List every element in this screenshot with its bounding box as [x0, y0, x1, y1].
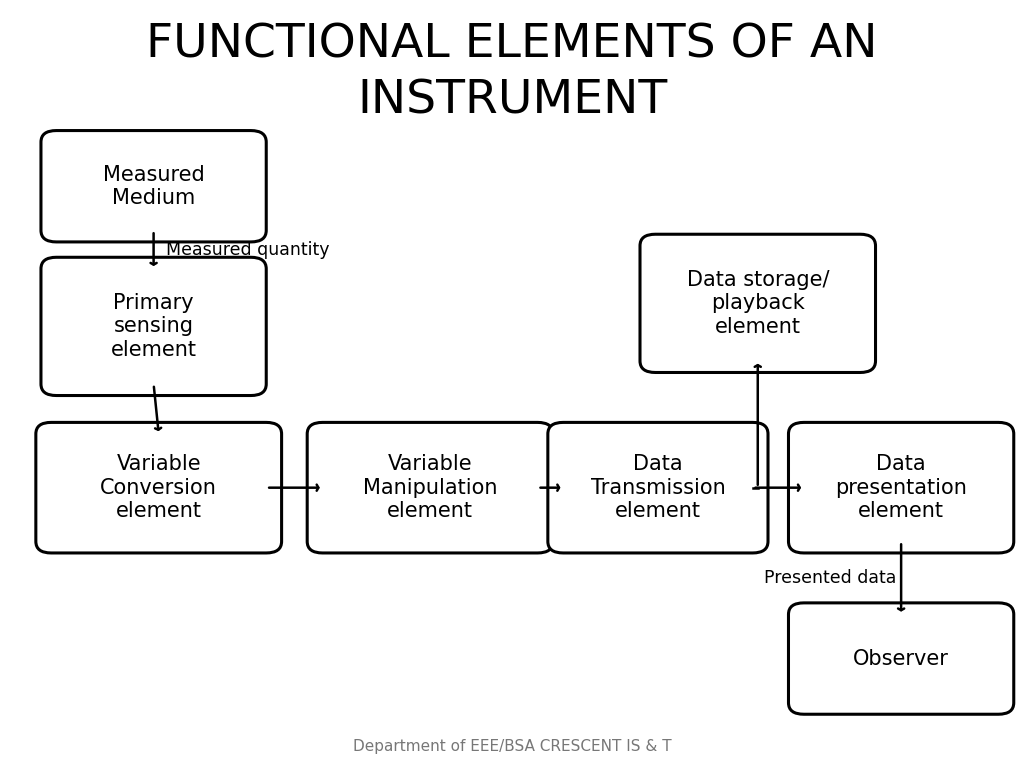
- Text: Data
Transmission
element: Data Transmission element: [591, 455, 725, 521]
- Text: Measured
Medium: Measured Medium: [102, 164, 205, 208]
- FancyBboxPatch shape: [548, 422, 768, 553]
- Text: Primary
sensing
element: Primary sensing element: [111, 293, 197, 359]
- Text: Observer: Observer: [853, 648, 949, 669]
- FancyBboxPatch shape: [307, 422, 553, 553]
- Text: Presented data: Presented data: [764, 569, 896, 587]
- Text: Department of EEE/BSA CRESCENT IS & T: Department of EEE/BSA CRESCENT IS & T: [352, 739, 672, 754]
- Text: Data
presentation
element: Data presentation element: [836, 455, 967, 521]
- FancyBboxPatch shape: [41, 131, 266, 242]
- FancyBboxPatch shape: [788, 603, 1014, 714]
- Text: Measured quantity: Measured quantity: [166, 240, 330, 259]
- Text: Variable
Conversion
element: Variable Conversion element: [100, 455, 217, 521]
- Text: FUNCTIONAL ELEMENTS OF AN
INSTRUMENT: FUNCTIONAL ELEMENTS OF AN INSTRUMENT: [146, 23, 878, 123]
- FancyBboxPatch shape: [36, 422, 282, 553]
- Text: Data storage/
playback
element: Data storage/ playback element: [686, 270, 829, 336]
- FancyBboxPatch shape: [41, 257, 266, 396]
- Text: Variable
Manipulation
element: Variable Manipulation element: [362, 455, 498, 521]
- FancyBboxPatch shape: [788, 422, 1014, 553]
- FancyBboxPatch shape: [640, 234, 876, 372]
